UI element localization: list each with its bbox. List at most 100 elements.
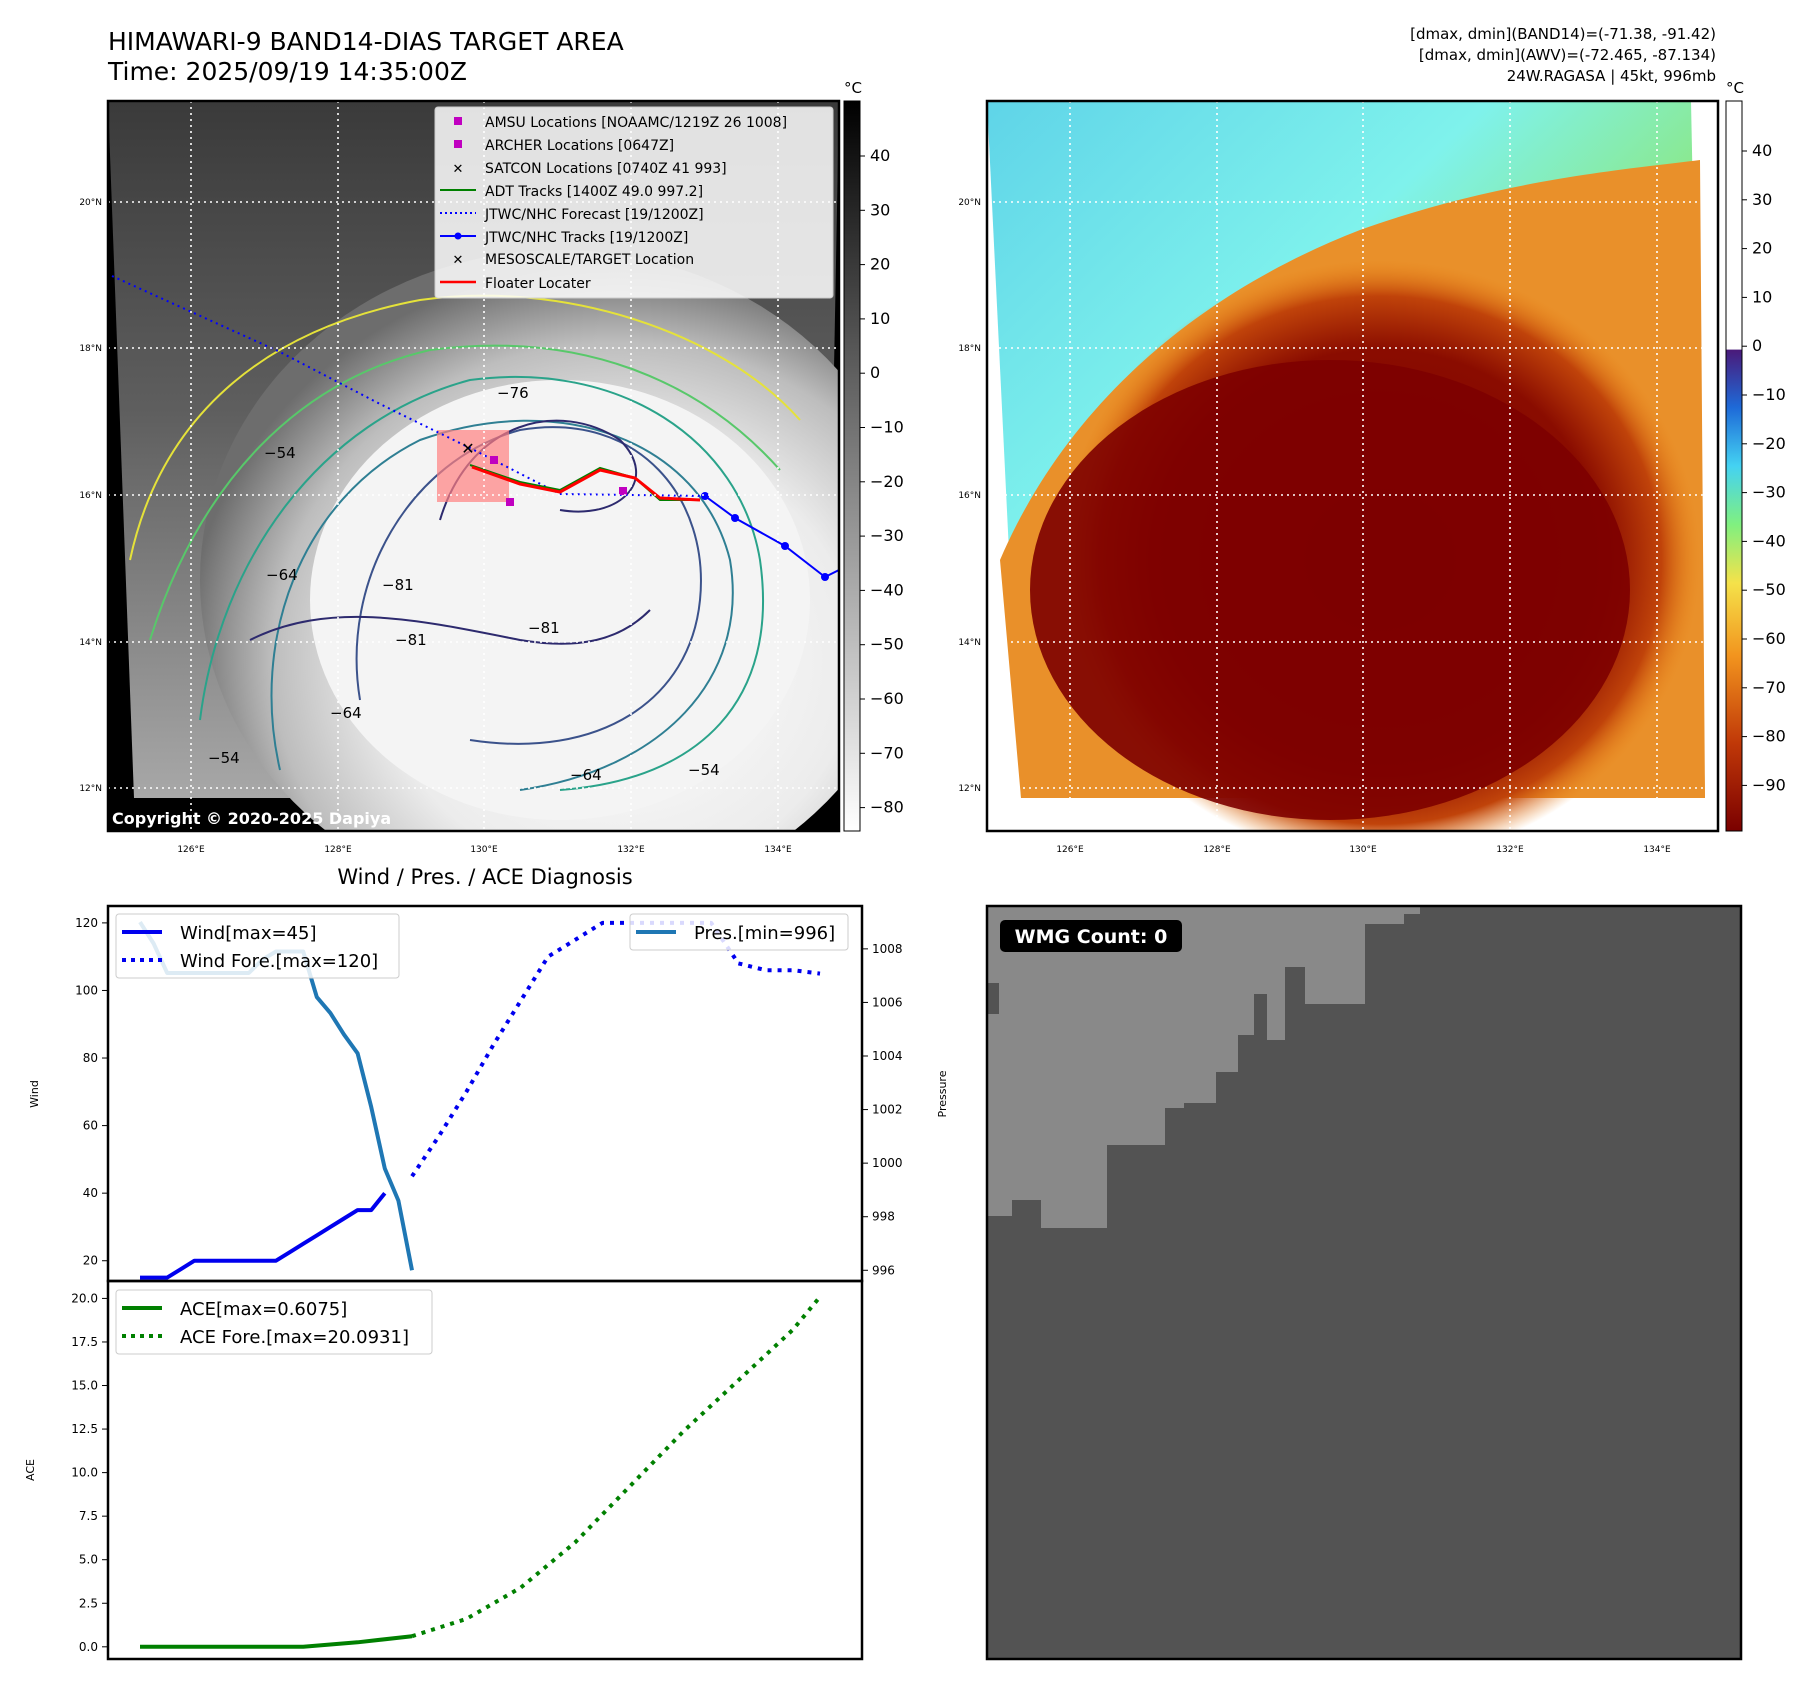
info-storm-id: 24W.RAGASA | 45kt, 996mb [1507,67,1716,85]
awv-map-gridlines [987,101,1718,831]
tick-label: 12°N [79,784,102,794]
contour-label: −81 [382,576,414,594]
contour-label: −81 [395,631,427,649]
colorbar-tick-label: −40 [1752,531,1786,550]
colorbar-tick-label: 10 [1752,287,1772,306]
ace-tick-label: 17.5 [71,1335,98,1349]
ace-tick-label: 12.5 [71,1422,98,1436]
colorbar-tick-label: −20 [870,472,904,491]
colorbar-tick-label: −60 [1752,629,1786,648]
colorbar-tick-label: −10 [1752,385,1786,404]
wind-forecast-series-line [410,920,821,1178]
legend-jtwc-tracks: JTWC/NHC Tracks [19/1200Z] [484,230,688,246]
svg-text:✕: ✕ [453,162,464,177]
tick-label: 126°E [177,845,205,855]
wmg-panel: WMG Count: 0 [985,904,1743,1661]
legend-pressure: Pres.[min=996] [694,923,835,944]
colorbar-tick-label: −80 [1752,727,1786,746]
legend-satcon: SATCON Locations [0740Z 41 993] [485,161,727,177]
colorbar-tick-label: −70 [870,743,904,762]
colorbar-tick-label: −90 [1752,775,1786,794]
tick-label: 134°E [764,845,792,855]
pressure-tick-label: 1002 [872,1103,903,1117]
contour-label: −64 [330,704,362,722]
tick-label: 130°E [1349,845,1377,855]
awv-lon-ticks: 126°E 128°E 130°E 132°E 134°E [1056,845,1671,855]
colorbar-tick-label: 20 [870,255,890,274]
tick-label: 16°N [958,491,981,501]
colorbar-tick-label: −50 [1752,580,1786,599]
wind-tick-label: 80 [83,1051,98,1065]
ir-colorbar: °C 40 30 20 10 0 −10 −20 −30 −40 −50 −60 −70 −80 [843,79,904,832]
tick-label: 16°N [79,491,102,501]
colorbar-tick-label: 10 [870,309,890,328]
legend-archer: ARCHER Locations [0647Z] [485,138,674,154]
colorbar-tick-label: 30 [1752,190,1772,209]
wind-tick-label: 120 [75,916,98,930]
tick-label: 134°E [1643,845,1671,855]
ace-tick-label: 5.0 [79,1553,98,1567]
legend-ace: ACE[max=0.6075] [180,1299,347,1320]
ir-contour-labels: −76 −81 −81 −64 −64 −54 −54 −64 −81 −54 [208,384,720,784]
pressure-tick-label: 1008 [872,942,903,956]
colorbar-tick-label: 20 [1752,239,1772,258]
ace-tick-label: 15.0 [71,1379,98,1393]
wind-axis-label: Wind [28,1080,41,1108]
legend-mesoscale: MESOSCALE/TARGET Location [485,252,694,268]
adt-track-line [469,464,700,501]
ace-tick-label: 10.0 [71,1466,98,1480]
legend-floater: Floater Locater [485,276,591,292]
pressure-legend: Pres.[min=996] [629,913,849,951]
wind-tick-label: 60 [83,1119,98,1133]
colorbar-tick-label: 0 [1752,336,1762,355]
ir-map-panel: ✕ −76 −81 −81 −64 −64 −54 −54 −64 −81 −5 [79,99,841,855]
tick-label: 126°E [1056,845,1084,855]
figure-title-line2: Time: 2025/09/19 14:35:00Z [107,57,467,86]
wind-legend: Wind[max=45] Wind Fore.[max=120] [115,913,400,979]
awv-map-panel: 126°E 128°E 130°E 132°E 134°E 20°N 18°N … [958,99,1720,855]
tick-label: 20°N [958,198,981,208]
colorbar-unit: °C [1726,79,1744,97]
ir-map-legend: AMSU Locations [NOAAMC/1219Z 26 1008] AR… [434,106,834,299]
colorbar-tick-label: −40 [870,580,904,599]
tick-label: 12°N [958,784,981,794]
contour-label: −81 [528,619,560,637]
pressure-tick-label: 1004 [872,1049,903,1063]
ace-axis-label: ACE [24,1459,37,1481]
ir-lon-ticks: 126°E 128°E 130°E 132°E 134°E [177,845,792,855]
awv-lat-ticks: 20°N 18°N 16°N 14°N 12°N [958,198,981,794]
awv-imagery [987,101,1705,831]
tick-label: 128°E [1203,845,1231,855]
wind-tick-label: 40 [83,1186,98,1200]
colorbar-tick-label: −80 [870,798,904,817]
colorbar-unit: °C [844,79,862,97]
wind-pressure-chart: Wind Pressure 20 40 60 80 100 120 996 998 1000 10… [28,904,949,1283]
colorbar-tick-label: −30 [1752,483,1786,502]
colorbar-tick-label: 0 [870,363,880,382]
colorbar-tick-label: 40 [870,146,890,165]
figure-title-line1: HIMAWARI-9 BAND14-DIAS TARGET AREA [108,27,624,56]
contour-label: −54 [264,444,296,462]
floater-track-line [471,465,701,502]
tick-label: 20°N [79,198,102,208]
legend-adt: ADT Tracks [1400Z 49.0 997.2] [485,184,703,200]
contour-label: −64 [570,766,602,784]
ace-chart: ACE 0.0 2.5 5.0 7.5 10.0 12.5 15.0 17.5 20.0 ACE… [24,1279,864,1661]
tick-label: 14°N [79,638,102,648]
ace-tick-label: 0.0 [79,1640,98,1654]
pressure-tick-label: 1000 [872,1156,903,1170]
colorbar-tick-label: −10 [870,418,904,437]
contour-label: −54 [208,749,240,767]
pressure-axis-label: Pressure [936,1070,949,1117]
tick-label: 132°E [1496,845,1524,855]
diagnosis-title: Wind / Pres. / ACE Diagnosis [337,865,632,889]
ace-legend: ACE[max=0.6075] ACE Fore.[max=20.0931] [115,1289,433,1355]
ace-tick-label: 7.5 [79,1509,98,1523]
tick-label: 18°N [958,344,981,354]
awv-colorbar-ticks: 40 30 20 10 0 −10 −20 −30 −40 −50 −60 −70 −80 −90 [1742,141,1786,794]
colorbar-tick-label: −70 [1752,678,1786,697]
colorbar-tick-label: −50 [870,635,904,654]
ace-tick-label: 2.5 [79,1596,98,1610]
forecast-track-line [111,275,706,497]
legend-jtwc-forecast: JTWC/NHC Forecast [19/1200Z] [484,207,704,223]
